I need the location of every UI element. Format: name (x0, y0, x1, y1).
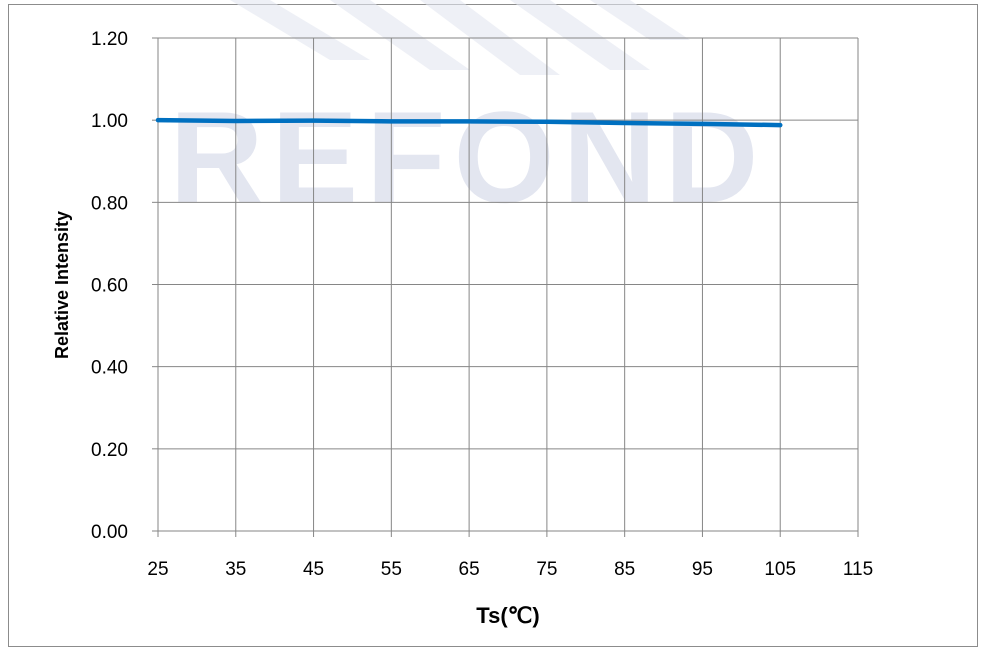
x-tick-label: 85 (614, 559, 635, 580)
x-tick-label: 35 (225, 559, 246, 580)
x-tick-label: 95 (692, 559, 713, 580)
y-axis-title: Relative Intensity (52, 211, 72, 359)
series-point (156, 118, 160, 123)
y-tick-label: 1.20 (91, 29, 128, 50)
watermark-stroke (230, 0, 370, 60)
y-tick-label: 0.40 (91, 358, 128, 379)
y-tick-labels: 0.00 0.20 0.40 0.60 0.80 1.00 1.20 (91, 29, 128, 543)
x-tick-label: 105 (764, 559, 796, 580)
y-tick-label: 0.60 (91, 276, 128, 297)
x-tick-label: 45 (303, 559, 324, 580)
y-tick-label: 1.00 (91, 111, 128, 132)
y-tick-label: 0.20 (91, 440, 128, 461)
chart-frame (8, 4, 978, 647)
series-point (700, 121, 705, 126)
x-tick-label: 25 (147, 559, 168, 580)
watermark-stroke (590, 0, 690, 40)
series-point (233, 118, 238, 123)
series-point (467, 119, 472, 124)
watermark-stroke (330, 0, 470, 70)
x-tick-labels: 25 35 45 55 65 75 85 95 105 115 (147, 559, 873, 580)
y-tick-label: 0.00 (91, 522, 128, 543)
series-point (311, 118, 316, 123)
series-point (622, 121, 627, 126)
series-point (544, 119, 549, 124)
series-point (389, 119, 394, 124)
x-tick-label: 115 (843, 559, 873, 580)
x-tick-label: 55 (381, 559, 402, 580)
watermark-text: REFOND (170, 84, 767, 230)
x-axis-title: Ts(℃) (476, 603, 539, 628)
series-point (778, 123, 783, 128)
watermark-logo: REFOND (170, 0, 767, 230)
y-tick-label: 0.80 (91, 193, 128, 214)
x-tick-label: 65 (459, 559, 480, 580)
x-tick-label: 75 (536, 559, 557, 580)
series-layer (155, 117, 783, 128)
watermark-stroke (510, 0, 650, 70)
